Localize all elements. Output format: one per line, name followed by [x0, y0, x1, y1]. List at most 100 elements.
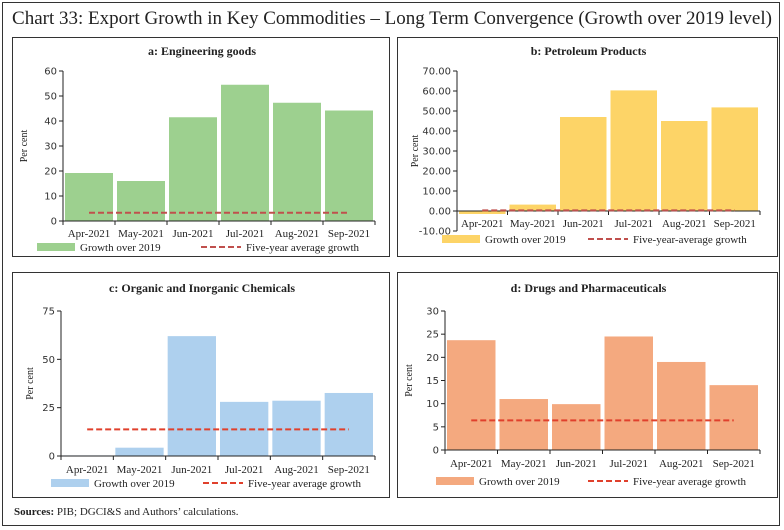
- y-tick-label: 10: [44, 192, 57, 203]
- y-tick-label: 0.00: [429, 207, 451, 218]
- x-tick-label: Apr-2021: [68, 228, 111, 240]
- y-tick-label: 10.00: [422, 187, 451, 198]
- chart-petroleum-products: b: Petroleum Products Per cent -10.00 0.00 1…: [410, 44, 761, 246]
- bar: [560, 117, 607, 211]
- x-tick-label: Sep-2021: [713, 458, 755, 470]
- legend-label-bar: Growth over 2019: [485, 234, 566, 246]
- panel-drugs-pharmaceuticals: d: Drugs and Pharmaceuticals Per cent 0 5 10…: [397, 272, 778, 498]
- bar: [324, 392, 373, 456]
- x-tick-label: Sep-2021: [714, 218, 756, 230]
- panel-title: d: Drugs and Pharmaceuticals: [511, 281, 667, 295]
- panel-engineering-goods: a: Engineering goods Per cent 0 10 20 30 40 50 6…: [12, 37, 390, 257]
- sources-text: PIB; DGCI&S and Authors’ calculations.: [54, 506, 239, 518]
- chart-drugs-pharmaceuticals: d: Drugs and Pharmaceuticals Per cent 0 5 10…: [404, 281, 761, 488]
- bar: [169, 117, 217, 221]
- x-tick-label: Jul-2021: [225, 464, 264, 476]
- legend-label-bar: Growth over 2019: [94, 478, 175, 490]
- y-tick-label: 70.00: [422, 67, 451, 78]
- x-tick-label: Jul-2021: [610, 458, 649, 470]
- y-tick-label: 60.00: [422, 87, 451, 98]
- y-tick-label: 30: [426, 307, 439, 318]
- y-tick-label: 20: [44, 167, 57, 178]
- x-tick-label: Jun-2021: [171, 464, 212, 476]
- x-tick-label: Aug-2021: [275, 228, 320, 240]
- y-tick-label: 75: [42, 307, 55, 318]
- x-tick-label: Sep-2021: [328, 464, 370, 476]
- legend-swatch-bar: [37, 243, 75, 251]
- bar: [657, 361, 706, 450]
- y-axis-label: Per cent: [404, 364, 415, 397]
- x-tick-label: Aug-2021: [274, 464, 319, 476]
- panel-title: c: Organic and Inorganic Chemicals: [109, 281, 295, 295]
- figure-title: Chart 33: Export Growth in Key Commoditi…: [12, 8, 772, 29]
- x-tick-label: Aug-2021: [659, 458, 704, 470]
- y-tick-label: 50: [44, 92, 57, 103]
- x-tick-label: Jul-2021: [226, 228, 265, 240]
- x-tick-label: Jun-2021: [556, 458, 597, 470]
- y-tick-label: 0: [433, 446, 439, 457]
- x-tick-label: May-2021: [117, 464, 163, 476]
- bar: [221, 84, 269, 221]
- x-tick-label: Jun-2021: [563, 218, 604, 230]
- legend-label-line: Five-year average growth: [633, 476, 747, 488]
- bar: [459, 211, 506, 214]
- legend-swatch-bar: [51, 479, 89, 487]
- x-tick-label: Apr-2021: [450, 458, 493, 470]
- x-tick-label: Apr-2021: [66, 464, 109, 476]
- y-tick-label: 50.00: [422, 107, 451, 118]
- bar: [509, 204, 556, 211]
- bar: [117, 181, 165, 221]
- y-tick-label: 30.00: [422, 147, 451, 158]
- chart-organic-inorganic-chemicals: c: Organic and Inorganic Chemicals Per ce…: [25, 281, 376, 490]
- legend-swatch-bar: [436, 477, 474, 485]
- x-tick-label: May-2021: [118, 228, 164, 240]
- bar: [610, 90, 657, 211]
- legend-label-line: Five-year average growth: [246, 242, 360, 254]
- panel-title: a: Engineering goods: [148, 44, 256, 58]
- x-tick-label: Jun-2021: [173, 228, 214, 240]
- y-tick-label: 40: [44, 117, 57, 128]
- chart-engineering-goods: a: Engineering goods Per cent 0 10 20 30 40 50 6…: [19, 44, 376, 254]
- bar: [711, 107, 758, 211]
- bar: [65, 173, 113, 221]
- panel-title: b: Petroleum Products: [531, 44, 647, 58]
- y-tick-label: 10: [426, 399, 439, 410]
- bar: [499, 399, 548, 450]
- legend-label-line: Five-year-average growth: [633, 234, 747, 246]
- bar: [167, 336, 216, 456]
- y-tick-label: 5: [433, 422, 439, 433]
- y-tick-label: 0: [51, 217, 57, 228]
- sources-label: Sources:: [14, 506, 55, 518]
- x-tick-label: Sep-2021: [328, 228, 370, 240]
- y-axis-label: Per cent: [25, 367, 36, 400]
- bar: [552, 404, 601, 450]
- y-tick-label: -10.00: [419, 227, 451, 238]
- bar: [115, 447, 164, 456]
- panel-organic-inorganic-chemicals: c: Organic and Inorganic Chemicals Per ce…: [12, 272, 390, 498]
- x-tick-label: May-2021: [510, 218, 556, 230]
- y-tick-label: 20.00: [422, 167, 451, 178]
- y-axis-label: Per cent: [410, 135, 421, 168]
- bar: [604, 336, 653, 450]
- y-tick-label: 50: [42, 355, 55, 366]
- bar: [447, 340, 496, 450]
- y-tick-label: 0: [49, 452, 55, 463]
- y-tick-label: 60: [44, 67, 57, 78]
- bar: [709, 385, 758, 450]
- y-tick-label: 20: [426, 353, 439, 364]
- x-tick-label: Jul-2021: [615, 218, 654, 230]
- y-tick-label: 30: [44, 142, 57, 153]
- y-tick-label: 25: [426, 330, 439, 341]
- y-axis-label: Per cent: [19, 130, 30, 163]
- x-tick-label: Aug-2021: [662, 218, 707, 230]
- panel-petroleum-products: b: Petroleum Products Per cent -10.00 0.00 1…: [397, 37, 778, 257]
- legend-label-bar: Growth over 2019: [479, 476, 560, 488]
- sources-note: Sources: PIB; DGCI&S and Authors’ calcul…: [14, 506, 238, 518]
- legend-label-line: Five-year average growth: [248, 478, 362, 490]
- legend-swatch-bar: [442, 235, 480, 243]
- x-tick-label: May-2021: [501, 458, 547, 470]
- x-tick-label: Apr-2021: [461, 218, 504, 230]
- bar: [273, 102, 321, 221]
- bar: [325, 110, 373, 221]
